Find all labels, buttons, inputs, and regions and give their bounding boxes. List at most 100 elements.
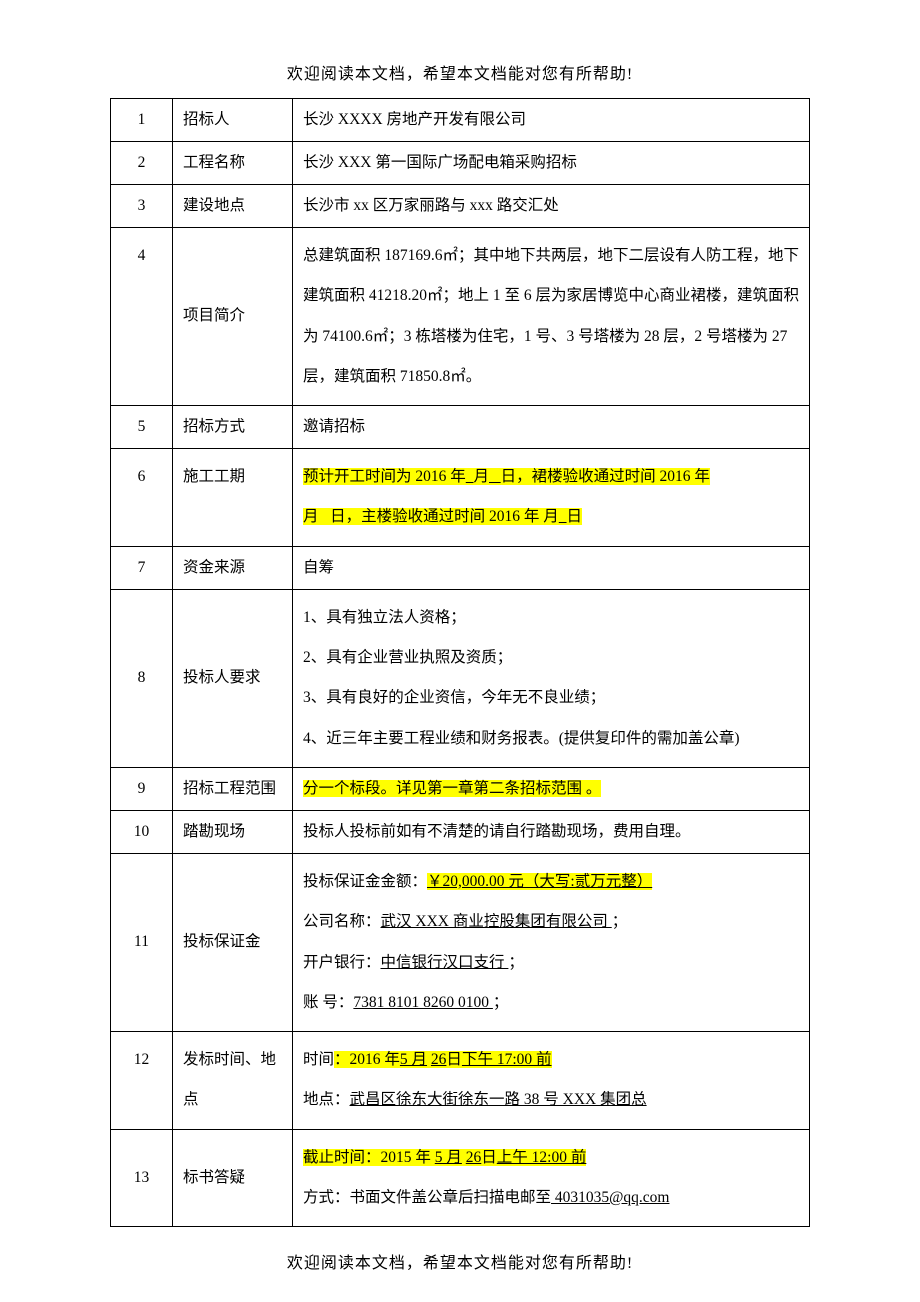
row-value: 总建筑面积 187169.6㎡；其中地下共两层，地下二层设有人防工程，地下建筑面… bbox=[293, 228, 810, 406]
highlighted-text: 预计开工时间为 2016 年 月 日，裙楼验收通过时间 2016 年 bbox=[303, 468, 710, 485]
row-index: 1 bbox=[111, 99, 173, 142]
text-frag: 开户银行： bbox=[303, 954, 381, 971]
text-frag: 日 bbox=[567, 508, 583, 525]
row-label: 招标工程范围 bbox=[173, 767, 293, 810]
document-page: 欢迎阅读本文档，希望本文档能对您有所帮助! 1 招标人 长沙 XXXX 房地产开… bbox=[0, 0, 920, 1302]
text-frag: 时间 bbox=[303, 1051, 334, 1068]
list-item: 4、近三年主要工程业绩和财务报表。(提供复印件的需加盖公章) bbox=[303, 730, 740, 747]
text-frag: 月 bbox=[474, 468, 490, 485]
row-index: 13 bbox=[111, 1129, 173, 1227]
row-value: 预计开工时间为 2016 年 月 日，裙楼验收通过时间 2016 年 月 日，主… bbox=[293, 449, 810, 547]
highlighted-text: ：2016 年5 月 26日下午 17:00 前 bbox=[334, 1051, 551, 1068]
row-value: 分一个标段。详见第一章第二条招标范围 。 bbox=[293, 767, 810, 810]
row-label: 发标时间、地点 bbox=[173, 1032, 293, 1130]
row-label: 招标人 bbox=[173, 99, 293, 142]
row-label: 投标保证金 bbox=[173, 853, 293, 1031]
row-label: 项目简介 bbox=[173, 228, 293, 406]
row-index: 6 bbox=[111, 449, 173, 547]
highlighted-text: 截止时间：2015 年 5 月 26日上午 12:00 前 bbox=[303, 1149, 586, 1166]
blank-field bbox=[466, 468, 474, 485]
row-value: 长沙市 xx 区万家丽路与 xxx 路交汇处 bbox=[293, 185, 810, 228]
table-row: 11 投标保证金 投标保证金金额：￥20,000.00 元（大写:贰万元整） 公… bbox=[111, 853, 810, 1031]
row-label: 踏勘现场 bbox=[173, 810, 293, 853]
text-frag: ； bbox=[508, 954, 524, 971]
row-value: 1、具有独立法人资格； 2、具有企业营业执照及资质； 3、具有良好的企业资信，今… bbox=[293, 589, 810, 767]
text-frag: 方式：书面文件盖公章后扫描电邮至 bbox=[303, 1189, 551, 1206]
table-row: 8 投标人要求 1、具有独立法人资格； 2、具有企业营业执照及资质； 3、具有良… bbox=[111, 589, 810, 767]
text-frag: 预计开工时间为 2016 年 bbox=[303, 468, 466, 485]
row-index: 4 bbox=[111, 228, 173, 406]
highlighted-text: 分一个标段。详见第一章第二条招标范围 。 bbox=[303, 780, 601, 797]
company-name: 武汉 XXX 商业控股集团有限公司 bbox=[381, 913, 612, 930]
row-value: 截止时间：2015 年 5 月 26日上午 12:00 前 方式：书面文件盖公章… bbox=[293, 1129, 810, 1227]
text-frag: 日，裙楼验收通过时间 2016 年 bbox=[501, 468, 710, 485]
text-frag: ：2016 年 bbox=[334, 1051, 400, 1068]
text-frag: 5 月 bbox=[400, 1051, 427, 1068]
page-header: 欢迎阅读本文档，希望本文档能对您有所帮助! bbox=[110, 60, 810, 84]
list-item: 3、具有良好的企业资信，今年无不良业绩； bbox=[303, 689, 605, 706]
row-value: 投标人投标前如有不清楚的请自行踏勘现场，费用自理。 bbox=[293, 810, 810, 853]
list-item: 1、具有独立法人资格； bbox=[303, 609, 466, 626]
row-value: 长沙 XXXX 房地产开发有限公司 bbox=[293, 99, 810, 142]
text-frag: 26 bbox=[466, 1149, 482, 1166]
account-number: 7381 8101 8260 0100 bbox=[353, 994, 493, 1011]
text-frag: 账 号： bbox=[303, 994, 353, 1011]
address: 武昌区徐东大街徐东一路 38 号 XXX 集团总 bbox=[350, 1091, 647, 1108]
row-label: 资金来源 bbox=[173, 546, 293, 589]
text-frag: 地点： bbox=[303, 1091, 350, 1108]
bank-name: 中信银行汉口支行 bbox=[381, 954, 509, 971]
text-frag: 投标保证金金额： bbox=[303, 873, 427, 890]
blank-field bbox=[559, 508, 567, 525]
table-row: 6 施工工期 预计开工时间为 2016 年 月 日，裙楼验收通过时间 2016 … bbox=[111, 449, 810, 547]
page-footer: 欢迎阅读本文档，希望本文档能对您有所帮助! bbox=[110, 1249, 810, 1273]
row-label: 施工工期 bbox=[173, 449, 293, 547]
row-value: 时间：2016 年5 月 26日下午 17:00 前 地点：武昌区徐东大街徐东一… bbox=[293, 1032, 810, 1130]
row-index: 8 bbox=[111, 589, 173, 767]
text-frag: 日，主楼验收通过时间 2016 年 月 bbox=[330, 508, 559, 525]
text-frag: 下午 17:00 前 bbox=[462, 1051, 552, 1068]
text-frag: 上午 12:00 前 bbox=[497, 1149, 587, 1166]
table-row: 1 招标人 长沙 XXXX 房地产开发有限公司 bbox=[111, 99, 810, 142]
text-frag: ； bbox=[612, 913, 628, 930]
text-frag: 公司名称： bbox=[303, 913, 381, 930]
table-row: 5 招标方式 邀请招标 bbox=[111, 406, 810, 449]
row-value: 自筹 bbox=[293, 546, 810, 589]
list-item: 2、具有企业营业执照及资质； bbox=[303, 649, 512, 666]
row-label: 工程名称 bbox=[173, 142, 293, 185]
row-value: 投标保证金金额：￥20,000.00 元（大写:贰万元整） 公司名称：武汉 XX… bbox=[293, 853, 810, 1031]
row-index: 3 bbox=[111, 185, 173, 228]
table-row: 12 发标时间、地点 时间：2016 年5 月 26日下午 17:00 前 地点… bbox=[111, 1032, 810, 1130]
row-label: 标书答疑 bbox=[173, 1129, 293, 1227]
table-row: 10 踏勘现场 投标人投标前如有不清楚的请自行踏勘现场，费用自理。 bbox=[111, 810, 810, 853]
table-row: 9 招标工程范围 分一个标段。详见第一章第二条招标范围 。 bbox=[111, 767, 810, 810]
row-index: 7 bbox=[111, 546, 173, 589]
row-index: 11 bbox=[111, 853, 173, 1031]
email-address: 4031035@qq.com bbox=[551, 1189, 669, 1206]
text-frag: 月 bbox=[303, 508, 319, 525]
row-index: 2 bbox=[111, 142, 173, 185]
row-label: 招标方式 bbox=[173, 406, 293, 449]
row-value: 邀请招标 bbox=[293, 406, 810, 449]
text-frag: 26 bbox=[431, 1051, 447, 1068]
table-row: 4 项目简介 总建筑面积 187169.6㎡；其中地下共两层，地下二层设有人防工… bbox=[111, 228, 810, 406]
row-label: 建设地点 bbox=[173, 185, 293, 228]
table-row: 2 工程名称 长沙 XXX 第一国际广场配电箱采购招标 bbox=[111, 142, 810, 185]
row-value: 长沙 XXX 第一国际广场配电箱采购招标 bbox=[293, 142, 810, 185]
row-index: 9 bbox=[111, 767, 173, 810]
bidding-info-table: 1 招标人 长沙 XXXX 房地产开发有限公司 2 工程名称 长沙 XXX 第一… bbox=[110, 98, 810, 1227]
blank-field bbox=[489, 468, 501, 485]
text-frag: ； bbox=[493, 994, 509, 1011]
table-row: 13 标书答疑 截止时间：2015 年 5 月 26日上午 12:00 前 方式… bbox=[111, 1129, 810, 1227]
highlighted-text: 月 日，主楼验收通过时间 2016 年 月 日 bbox=[303, 508, 582, 525]
text-frag: 日 bbox=[446, 1051, 462, 1068]
text-frag: 日 bbox=[481, 1149, 497, 1166]
row-index: 5 bbox=[111, 406, 173, 449]
deposit-amount: ￥20,000.00 元（大写:贰万元整） bbox=[427, 873, 652, 890]
table-row: 7 资金来源 自筹 bbox=[111, 546, 810, 589]
table-row: 3 建设地点 长沙市 xx 区万家丽路与 xxx 路交汇处 bbox=[111, 185, 810, 228]
row-index: 10 bbox=[111, 810, 173, 853]
row-index: 12 bbox=[111, 1032, 173, 1130]
row-label: 投标人要求 bbox=[173, 589, 293, 767]
text-frag: 5 月 bbox=[435, 1149, 462, 1166]
text-frag: 截止时间：2015 年 bbox=[303, 1149, 431, 1166]
